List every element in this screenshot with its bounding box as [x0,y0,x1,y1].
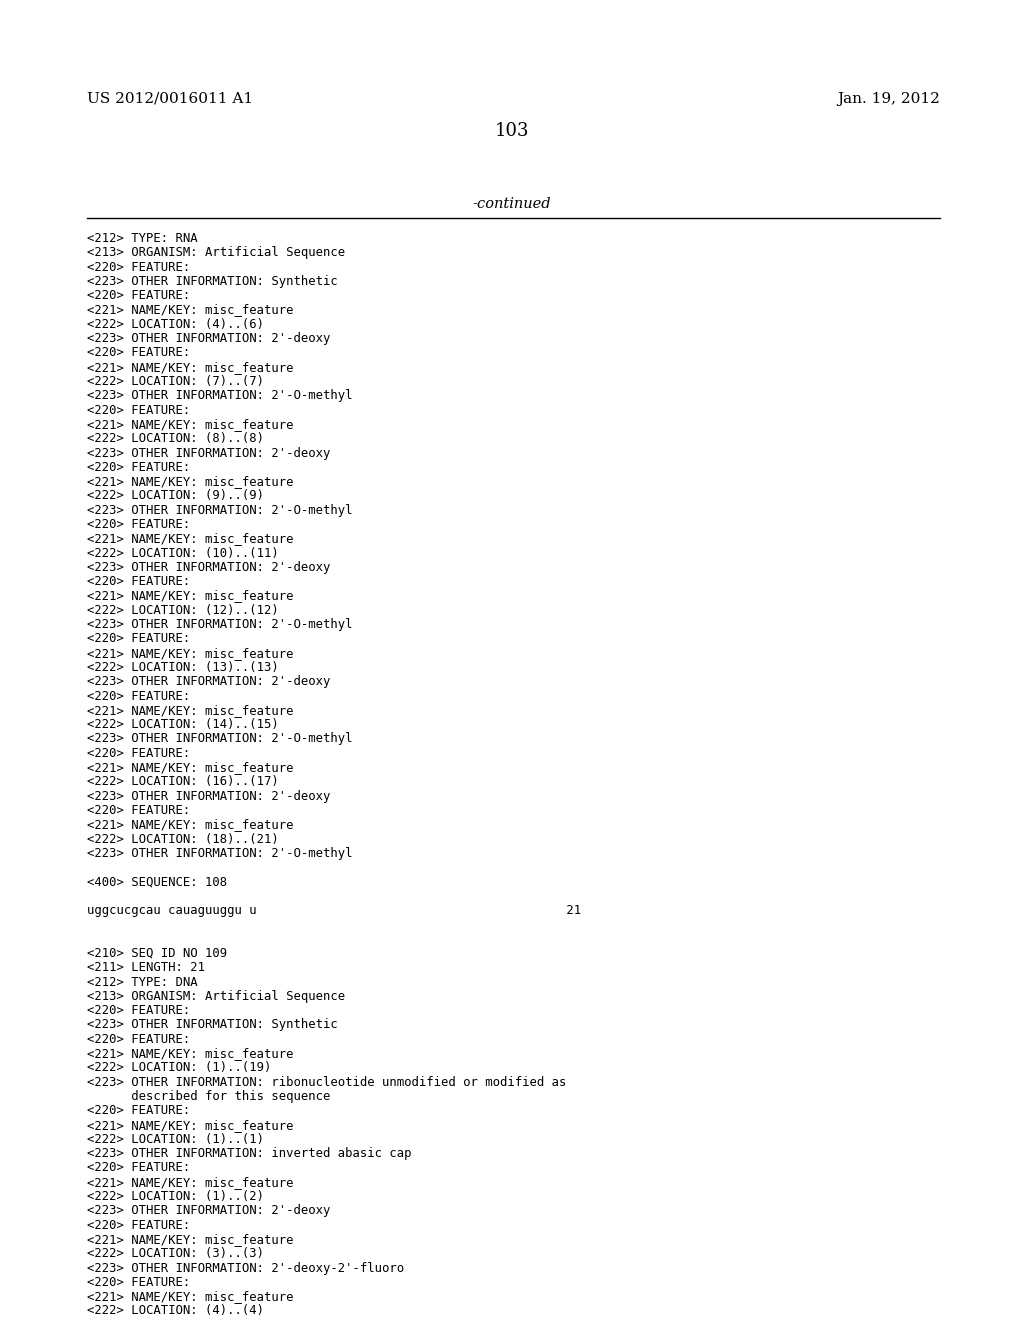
Text: US 2012/0016011 A1: US 2012/0016011 A1 [87,92,253,106]
Text: Jan. 19, 2012: Jan. 19, 2012 [838,92,940,106]
Text: <220> FEATURE:: <220> FEATURE: [87,1276,190,1288]
Text: <223> OTHER INFORMATION: 2'-deoxy: <223> OTHER INFORMATION: 2'-deoxy [87,446,331,459]
Text: <221> NAME/KEY: misc_feature: <221> NAME/KEY: misc_feature [87,1233,294,1246]
Text: <220> FEATURE:: <220> FEATURE: [87,1218,190,1232]
Text: <220> FEATURE:: <220> FEATURE: [87,260,190,273]
Text: <222> LOCATION: (4)..(6): <222> LOCATION: (4)..(6) [87,318,264,331]
Text: <223> OTHER INFORMATION: 2'-deoxy: <223> OTHER INFORMATION: 2'-deoxy [87,333,331,345]
Text: <220> FEATURE:: <220> FEATURE: [87,1005,190,1018]
Text: <220> FEATURE:: <220> FEATURE: [87,576,190,589]
Text: <222> LOCATION: (10)..(11): <222> LOCATION: (10)..(11) [87,546,279,560]
Text: <222> LOCATION: (1)..(2): <222> LOCATION: (1)..(2) [87,1191,264,1203]
Text: <223> OTHER INFORMATION: ribonucleotide unmodified or modified as: <223> OTHER INFORMATION: ribonucleotide … [87,1076,566,1089]
Text: <221> NAME/KEY: misc_feature: <221> NAME/KEY: misc_feature [87,475,294,488]
Text: <211> LENGTH: 21: <211> LENGTH: 21 [87,961,205,974]
Text: <212> TYPE: DNA: <212> TYPE: DNA [87,975,198,989]
Text: <400> SEQUENCE: 108: <400> SEQUENCE: 108 [87,875,227,888]
Text: <223> OTHER INFORMATION: 2'-deoxy: <223> OTHER INFORMATION: 2'-deoxy [87,561,331,574]
Text: <221> NAME/KEY: misc_feature: <221> NAME/KEY: misc_feature [87,590,294,602]
Text: <223> OTHER INFORMATION: 2'-deoxy: <223> OTHER INFORMATION: 2'-deoxy [87,789,331,803]
Text: <223> OTHER INFORMATION: Synthetic: <223> OTHER INFORMATION: Synthetic [87,1019,338,1031]
Text: <222> LOCATION: (16)..(17): <222> LOCATION: (16)..(17) [87,775,279,788]
Text: <222> LOCATION: (18)..(21): <222> LOCATION: (18)..(21) [87,833,279,846]
Text: uggcucgcau cauaguuggu u                                          21: uggcucgcau cauaguuggu u 21 [87,904,582,917]
Text: 103: 103 [495,121,529,140]
Text: <220> FEATURE:: <220> FEATURE: [87,689,190,702]
Text: <223> OTHER INFORMATION: 2'-deoxy-2'-fluoro: <223> OTHER INFORMATION: 2'-deoxy-2'-flu… [87,1262,404,1275]
Text: <223> OTHER INFORMATION: 2'-deoxy: <223> OTHER INFORMATION: 2'-deoxy [87,676,331,688]
Text: <223> OTHER INFORMATION: 2'-O-methyl: <223> OTHER INFORMATION: 2'-O-methyl [87,847,352,859]
Text: <220> FEATURE:: <220> FEATURE: [87,632,190,645]
Text: <222> LOCATION: (1)..(19): <222> LOCATION: (1)..(19) [87,1061,271,1074]
Text: <221> NAME/KEY: misc_feature: <221> NAME/KEY: misc_feature [87,647,294,660]
Text: <222> LOCATION: (7)..(7): <222> LOCATION: (7)..(7) [87,375,264,388]
Text: <222> LOCATION: (3)..(3): <222> LOCATION: (3)..(3) [87,1247,264,1261]
Text: <221> NAME/KEY: misc_feature: <221> NAME/KEY: misc_feature [87,762,294,774]
Text: <220> FEATURE:: <220> FEATURE: [87,461,190,474]
Text: <221> NAME/KEY: misc_feature: <221> NAME/KEY: misc_feature [87,1176,294,1189]
Text: <220> FEATURE:: <220> FEATURE: [87,1105,190,1117]
Text: <220> FEATURE:: <220> FEATURE: [87,747,190,760]
Text: <213> ORGANISM: Artificial Sequence: <213> ORGANISM: Artificial Sequence [87,990,345,1003]
Text: <221> NAME/KEY: misc_feature: <221> NAME/KEY: misc_feature [87,818,294,832]
Text: <220> FEATURE:: <220> FEATURE: [87,804,190,817]
Text: <220> FEATURE:: <220> FEATURE: [87,289,190,302]
Text: <220> FEATURE:: <220> FEATURE: [87,404,190,417]
Text: <221> NAME/KEY: misc_feature: <221> NAME/KEY: misc_feature [87,1118,294,1131]
Text: <221> NAME/KEY: misc_feature: <221> NAME/KEY: misc_feature [87,304,294,317]
Text: <221> NAME/KEY: misc_feature: <221> NAME/KEY: misc_feature [87,1047,294,1060]
Text: -continued: -continued [473,197,551,211]
Text: <223> OTHER INFORMATION: 2'-O-methyl: <223> OTHER INFORMATION: 2'-O-methyl [87,389,352,403]
Text: <220> FEATURE:: <220> FEATURE: [87,346,190,359]
Text: <221> NAME/KEY: misc_feature: <221> NAME/KEY: misc_feature [87,418,294,430]
Text: <222> LOCATION: (9)..(9): <222> LOCATION: (9)..(9) [87,490,264,503]
Text: <221> NAME/KEY: misc_feature: <221> NAME/KEY: misc_feature [87,1290,294,1303]
Text: <223> OTHER INFORMATION: inverted abasic cap: <223> OTHER INFORMATION: inverted abasic… [87,1147,412,1160]
Text: <222> LOCATION: (1)..(1): <222> LOCATION: (1)..(1) [87,1133,264,1146]
Text: <223> OTHER INFORMATION: Synthetic: <223> OTHER INFORMATION: Synthetic [87,275,338,288]
Text: <222> LOCATION: (12)..(12): <222> LOCATION: (12)..(12) [87,603,279,616]
Text: <221> NAME/KEY: misc_feature: <221> NAME/KEY: misc_feature [87,532,294,545]
Text: <223> OTHER INFORMATION: 2'-O-methyl: <223> OTHER INFORMATION: 2'-O-methyl [87,733,352,746]
Text: <222> LOCATION: (4)..(4): <222> LOCATION: (4)..(4) [87,1304,264,1317]
Text: <222> LOCATION: (8)..(8): <222> LOCATION: (8)..(8) [87,432,264,445]
Text: <212> TYPE: RNA: <212> TYPE: RNA [87,232,198,246]
Text: <221> NAME/KEY: misc_feature: <221> NAME/KEY: misc_feature [87,360,294,374]
Text: <222> LOCATION: (14)..(15): <222> LOCATION: (14)..(15) [87,718,279,731]
Text: <210> SEQ ID NO 109: <210> SEQ ID NO 109 [87,946,227,960]
Text: described for this sequence: described for this sequence [87,1090,331,1104]
Text: <223> OTHER INFORMATION: 2'-O-methyl: <223> OTHER INFORMATION: 2'-O-methyl [87,618,352,631]
Text: <220> FEATURE:: <220> FEATURE: [87,1032,190,1045]
Text: <223> OTHER INFORMATION: 2'-deoxy: <223> OTHER INFORMATION: 2'-deoxy [87,1204,331,1217]
Text: <222> LOCATION: (13)..(13): <222> LOCATION: (13)..(13) [87,661,279,675]
Text: <221> NAME/KEY: misc_feature: <221> NAME/KEY: misc_feature [87,704,294,717]
Text: <220> FEATURE:: <220> FEATURE: [87,1162,190,1175]
Text: <220> FEATURE:: <220> FEATURE: [87,517,190,531]
Text: <223> OTHER INFORMATION: 2'-O-methyl: <223> OTHER INFORMATION: 2'-O-methyl [87,504,352,516]
Text: <213> ORGANISM: Artificial Sequence: <213> ORGANISM: Artificial Sequence [87,247,345,259]
